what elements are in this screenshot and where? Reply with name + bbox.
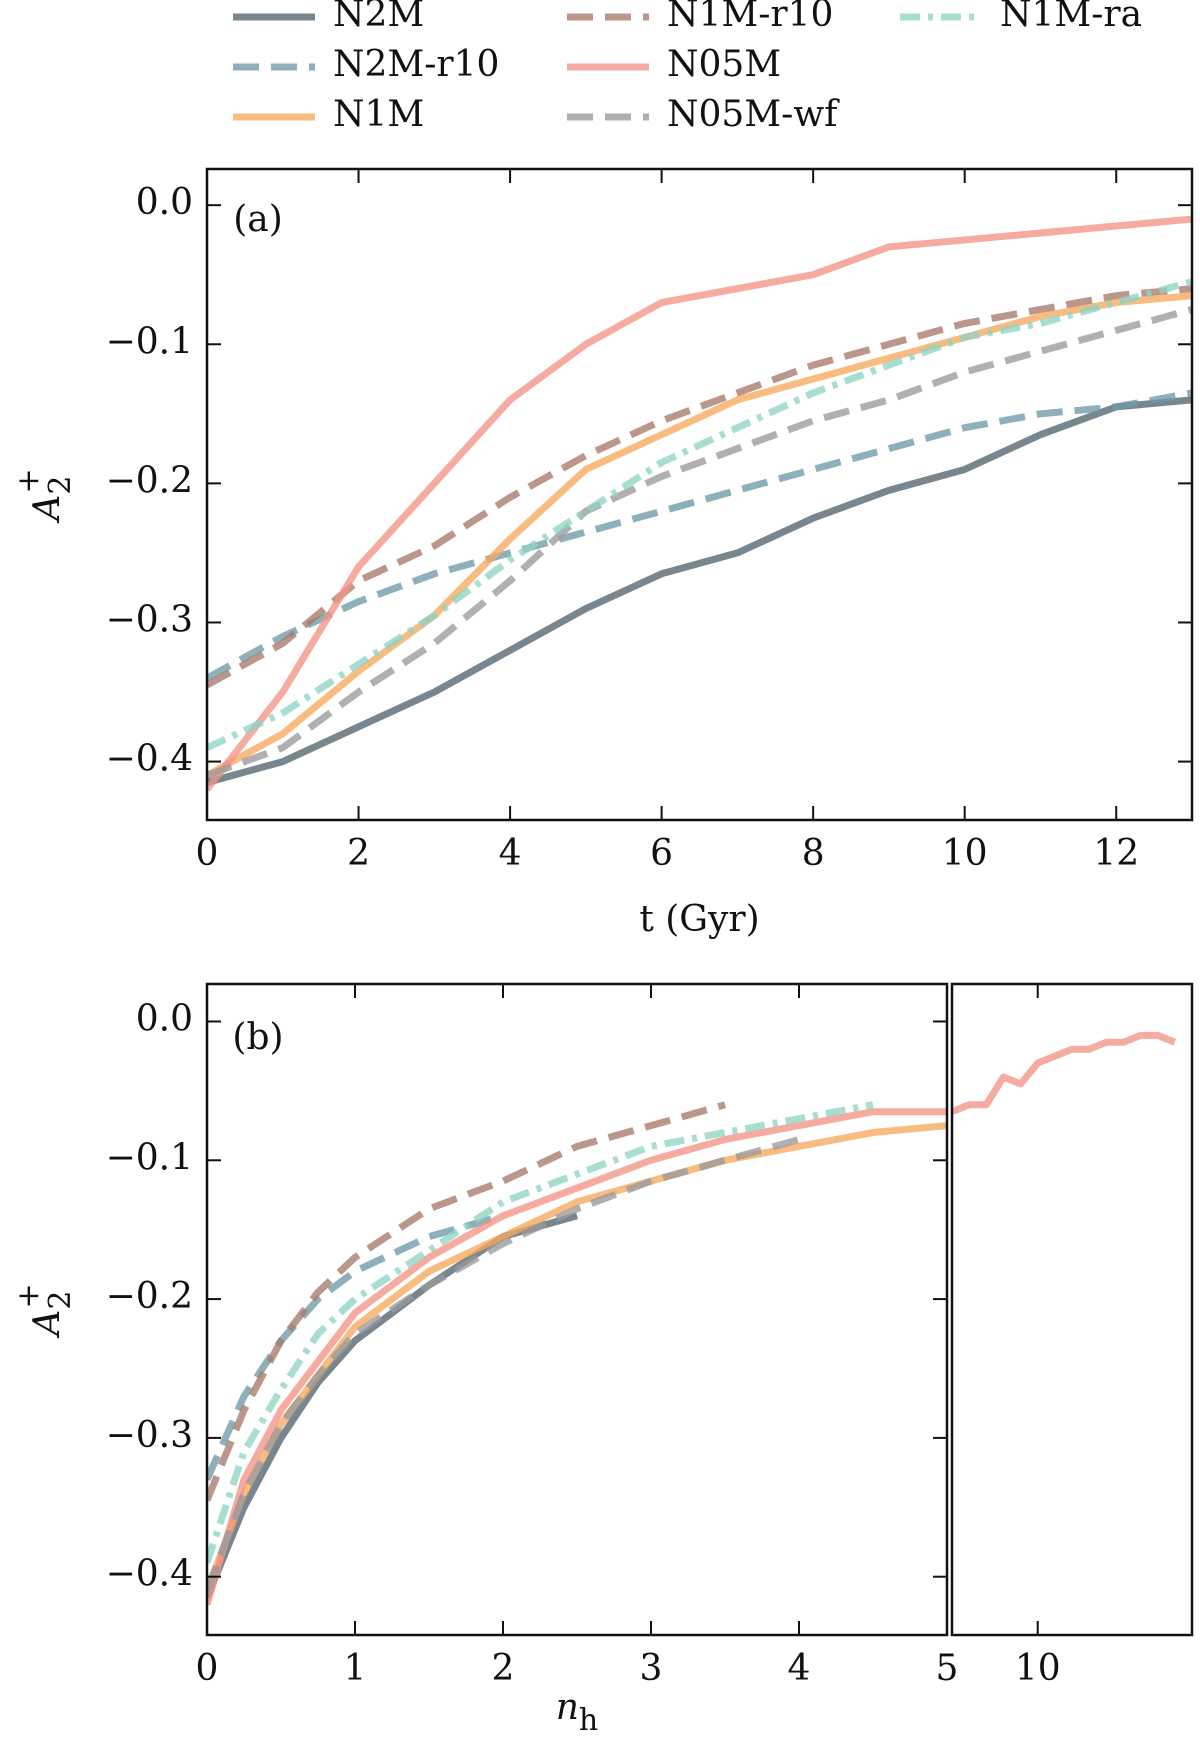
y-tick-label: −0.4 xyxy=(106,739,193,780)
x-axis-label: nh xyxy=(556,1687,599,1738)
legend-label: N05M-wf xyxy=(667,94,840,135)
x-tick-label: 2 xyxy=(347,833,370,874)
x-tick-label: 8 xyxy=(802,833,825,874)
y-tick-label: −0.1 xyxy=(106,321,193,362)
x-axis-label-sub: h xyxy=(579,1703,598,1738)
series-line xyxy=(207,1122,947,1592)
y-tick-label: −0.4 xyxy=(106,1554,193,1595)
y-axis-label: A2+ xyxy=(11,1283,78,1338)
y-axis-label-sup: + xyxy=(11,1283,46,1308)
legend-label: N2M xyxy=(333,0,424,35)
panel-label: (a) xyxy=(233,199,283,240)
series-line xyxy=(207,396,1192,786)
series-line xyxy=(207,1101,726,1502)
x-tick-label: 2 xyxy=(492,1648,515,1689)
x-tick-label: 0 xyxy=(196,833,219,874)
series-line xyxy=(207,285,1192,689)
x-tick-label: 1 xyxy=(344,1648,367,1689)
legend-label: N05M xyxy=(667,44,781,85)
y-axis-label-base: A xyxy=(27,1310,68,1339)
y-tick-label: 0.0 xyxy=(136,182,193,223)
series-line xyxy=(207,306,1192,779)
plot-frame xyxy=(205,982,949,1637)
legend-label: N1M-r10 xyxy=(667,0,833,35)
x-tick-label: 5 xyxy=(936,1648,959,1689)
plot-frame xyxy=(950,982,1194,1637)
y-tick-label: −0.1 xyxy=(106,1137,193,1178)
y-axis-label-sup: + xyxy=(11,468,46,493)
y-tick-label: −0.2 xyxy=(106,460,193,501)
y-tick-label: −0.2 xyxy=(106,1276,193,1317)
x-axis-label: t (Gyr) xyxy=(639,899,759,940)
panel-label: (b) xyxy=(232,1017,283,1058)
x-tick-label: 3 xyxy=(640,1648,663,1689)
series-line xyxy=(207,1212,578,1599)
y-tick-label: −0.3 xyxy=(106,599,193,640)
legend-label: N2M-r10 xyxy=(333,44,499,85)
legend-label: N1M xyxy=(333,94,424,135)
series-line xyxy=(207,215,1192,792)
y-axis-label: A2+ xyxy=(11,468,78,523)
x-tick-label: 6 xyxy=(650,833,673,874)
legend-label: N1M-ra xyxy=(1000,0,1142,35)
series-line xyxy=(207,1108,947,1606)
y-tick-label: 0.0 xyxy=(136,998,193,1039)
series-line xyxy=(207,1101,874,1564)
x-tick-label: 4 xyxy=(499,833,522,874)
series-line xyxy=(207,1136,800,1592)
x-tick-label: 0 xyxy=(196,1648,219,1689)
y-axis-label-sub: 2 xyxy=(43,476,78,495)
y-axis-label-sub: 2 xyxy=(43,1291,78,1310)
x-tick-label: 12 xyxy=(1093,833,1139,874)
series-line xyxy=(207,1212,504,1481)
plot-frame xyxy=(205,167,1194,822)
x-tick-label: 10 xyxy=(1015,1648,1061,1689)
y-tick-label: −0.3 xyxy=(106,1415,193,1456)
x-tick-label: 4 xyxy=(788,1648,811,1689)
x-axis-label-base: n xyxy=(556,1687,579,1728)
series-line xyxy=(207,292,1192,779)
y-axis-label-base: A xyxy=(27,495,68,524)
series-line xyxy=(952,1031,1177,1115)
series-line xyxy=(207,278,1192,751)
x-tick-label: 10 xyxy=(942,833,988,874)
